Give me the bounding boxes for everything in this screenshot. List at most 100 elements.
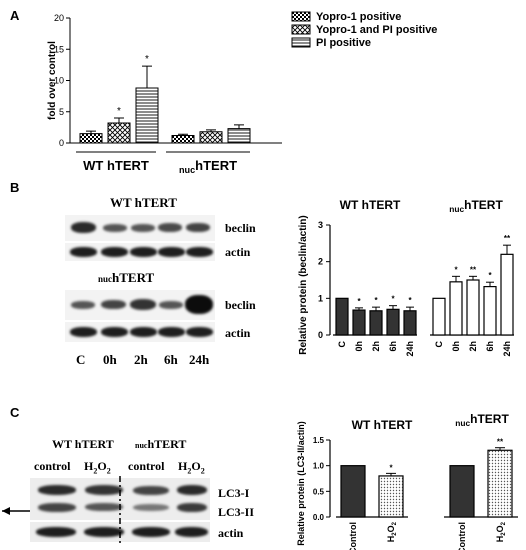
chart-a-sig: *: [145, 54, 149, 65]
chart-c-bar: [487, 449, 513, 518]
blot-b-lane-4: 24h: [189, 352, 210, 367]
chart-b-sig: *: [488, 271, 492, 280]
chart-b-sig: *: [391, 295, 395, 304]
blot-c-actin-label: actin: [218, 526, 244, 540]
blot-b-lane-1: 0h: [103, 352, 117, 367]
chart-a-bar: [199, 131, 223, 144]
chart-b-ytick-label: 3: [318, 220, 323, 230]
chart-a-legend-label: PI positive: [316, 37, 371, 49]
arrow-icon: [2, 507, 30, 515]
chart-b-xtick-label: 6h: [388, 341, 398, 352]
chart-b-sig: **: [504, 234, 511, 243]
chart-c: 0.0 0.5 1.0 1.5 Relative protein (LC3-II/act…: [296, 412, 518, 550]
chart-a-bar: [227, 128, 251, 144]
chart-c-bar: [340, 465, 366, 518]
blot-c-left-title: WT hTERT: [52, 437, 114, 451]
blot-b-actin-nuc: [65, 322, 215, 342]
chart-a-ylabel: fold over control: [47, 41, 58, 120]
chart-b-ytick-label: 1: [318, 293, 323, 303]
blot-b-lane-2: 2h: [134, 352, 148, 367]
blot-b-bottom-title: nuchTERT: [98, 270, 155, 285]
chart-a-legend-swatch: [291, 11, 311, 22]
blot-b-beclin-wt: [65, 215, 215, 241]
chart-c-ytick-label: 0.0: [313, 513, 325, 522]
blot-b-beclin-label-1: beclin: [225, 221, 256, 235]
blot-c-lane-3: H2O2: [178, 459, 205, 476]
chart-a-ytick-label: 10: [54, 76, 64, 86]
blot-c-lc3-1-label: LC3-I: [218, 486, 250, 500]
blot-c-lane-2: control: [128, 459, 165, 473]
chart-b-bar: [403, 310, 417, 336]
chart-b-xtick-label: C: [434, 341, 444, 348]
chart-c-group-title: WT hTERT: [352, 418, 413, 432]
chart-b-bar: [386, 308, 400, 336]
chart-c-ytick-label: 0.5: [313, 487, 325, 496]
chart-a-ytick-label: 5: [59, 107, 64, 117]
chart-a-group-label: WT hTERT: [83, 158, 149, 173]
chart-b-bar: [449, 281, 463, 336]
chart-b-bar: [352, 309, 366, 336]
chart-b-sig: **: [470, 265, 477, 274]
blot-b-lane-0: C: [76, 352, 86, 367]
blot-c-lane-0: control: [34, 459, 71, 473]
blot-c-divider: [119, 476, 121, 544]
blot-b-beclin-label-2: beclin: [225, 298, 256, 312]
blot-b-top-title: WT hTERT: [110, 195, 177, 210]
chart-b-sig: *: [374, 296, 378, 305]
chart-b-plot: 0 1 2 3 Relative protein (beclin/actin) C * 0h *…: [298, 198, 514, 357]
chart-c-xtick-label: Control: [457, 522, 467, 550]
chart-b-bar: [335, 297, 349, 336]
chart-b-bar: [500, 253, 514, 336]
chart-a-bar: [107, 122, 131, 144]
panel-letter-a: A: [10, 8, 20, 23]
chart-c-xtick-label: H2O2: [495, 521, 507, 542]
chart-b-bar: [483, 285, 497, 336]
chart-b-xtick-label: 2h: [371, 341, 381, 352]
chart-b-ylabel: Relative protein (beclin/actin): [298, 215, 309, 354]
chart-b-xtick-label: 0h: [451, 341, 461, 352]
blot-c-lane-1: H2O2: [84, 459, 111, 476]
chart-a-group-label: nuchTERT: [179, 158, 237, 175]
chart-c-sig: **: [497, 438, 504, 447]
chart-c-ytick-label: 1.0: [313, 462, 325, 471]
chart-a-legend-swatch: [291, 24, 311, 35]
chart-c-plot: 0.0 0.5 1.0 1.5 Relative protein (LC3-II/act…: [296, 412, 518, 550]
chart-a-bar: [135, 87, 159, 144]
chart-b-bar: [432, 297, 446, 336]
chart-c-bar: [378, 475, 404, 518]
chart-c-sig: *: [389, 463, 393, 472]
chart-c-xtick-label: Control: [348, 522, 358, 550]
chart-b-bar: [369, 310, 383, 336]
chart-b-xtick-label: 0h: [354, 341, 364, 352]
chart-b-sig: *: [357, 297, 361, 306]
chart-a-ytick-label: 0: [59, 138, 64, 148]
panel-letter-b: B: [10, 180, 20, 195]
chart-a-ytick-label: 20: [54, 13, 64, 23]
chart-a-bar: [171, 135, 195, 144]
chart-b-sig: *: [454, 265, 458, 274]
chart-a-sig: *: [117, 106, 121, 117]
blot-b-lane-3: 6h: [164, 352, 178, 367]
blot-b-actin-label-1: actin: [225, 245, 251, 259]
chart-a-legend-swatch: [291, 37, 311, 48]
panel-letter-c: C: [10, 405, 20, 420]
chart-b-xtick-label: 24h: [405, 341, 415, 357]
blot-b-beclin-nuc: [65, 290, 215, 320]
chart-c-bar: [449, 465, 475, 518]
chart-a-ytick-label: 15: [54, 44, 64, 54]
chart-b-bar: [466, 279, 480, 336]
chart-b-group-title: WT hTERT: [340, 198, 401, 212]
chart-a-plot: 0 5 10 15 20 fold over control * * WT hTERT nuchT…: [47, 11, 437, 175]
chart-c-xtick-label: H2O2: [386, 521, 398, 542]
blot-b-actin-wt: [65, 243, 215, 261]
blot-c-lc3-2-label: LC3-II: [218, 505, 255, 519]
chart-b-ytick-label: 0: [318, 330, 323, 340]
chart-a-legend-label: Yopro-1 positive: [316, 11, 401, 23]
chart-b-sig: *: [408, 296, 412, 305]
chart-b: 0 1 2 3 Relative protein (beclin/actin) C * 0h *…: [298, 198, 514, 357]
chart-c-ylabel: Relative protein (LC3-II/actin): [296, 421, 306, 546]
blot-c-right-title: nuchTERT: [135, 437, 187, 451]
chart-a-legend-label: Yopro-1 and PI positive: [316, 24, 437, 36]
chart-c-ytick-label: 1.5: [313, 436, 325, 445]
